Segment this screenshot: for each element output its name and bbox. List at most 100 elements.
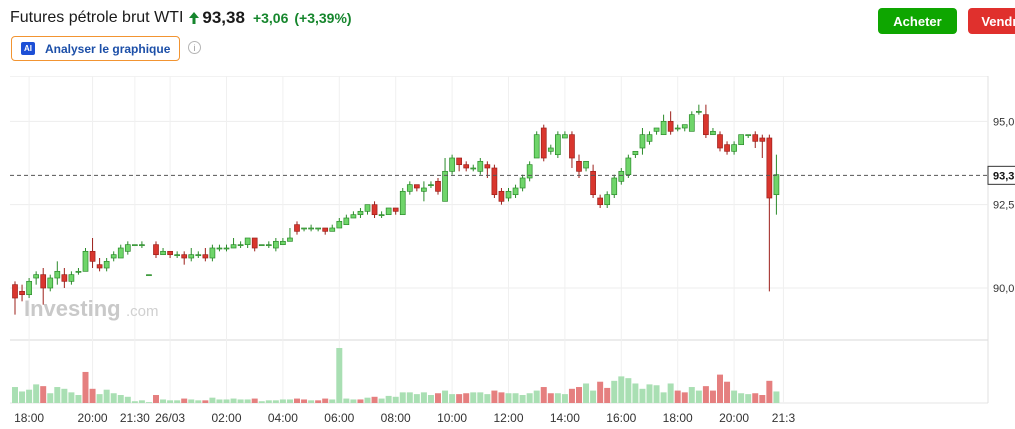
candle-body [223, 247, 230, 250]
volume-bar [745, 394, 752, 403]
volume-bar [216, 399, 223, 403]
volume-bar [583, 383, 590, 403]
price-chart[interactable]: Investing .com 95,0 92,5 90,0 18:00 20:00 21:… [0, 76, 1015, 429]
volume-bar [279, 399, 286, 403]
volume-bar [639, 388, 646, 403]
candle-body [12, 284, 18, 299]
volume-bar [491, 390, 498, 403]
volume-bar [568, 388, 575, 403]
candle-body [294, 224, 300, 232]
candle-body [329, 227, 336, 232]
candle-body [421, 187, 427, 192]
candle-body [731, 144, 737, 152]
candle-body [688, 114, 695, 132]
candle-body [414, 184, 420, 189]
volume-bar [124, 396, 131, 403]
candle-body [703, 114, 709, 136]
instrument-header: Futures pétrole brut WTI 93,38 +3,06 (+3… [10, 6, 352, 30]
candle-body [26, 280, 32, 296]
volume-bar [167, 400, 174, 403]
volume-bar [54, 387, 61, 403]
candle-body [209, 247, 216, 259]
sell-button[interactable]: Vendre [968, 8, 1015, 34]
volume-bar [759, 395, 766, 403]
volume-bar [82, 371, 89, 403]
candle-body [526, 164, 533, 179]
volume-bar [272, 400, 279, 403]
volume-bar [674, 390, 681, 403]
volume-bar [752, 393, 759, 403]
last-price-label: 93,3 [993, 170, 1014, 182]
candlestick-series [12, 104, 780, 315]
candle-body [110, 254, 117, 259]
candle-body [569, 134, 575, 159]
buy-button[interactable]: Acheter [878, 8, 957, 34]
analyze-chart-button[interactable]: AI Analyser le graphique [11, 36, 180, 61]
candle-body [759, 137, 766, 142]
candle-body [435, 180, 441, 192]
candle-body [428, 184, 434, 187]
volume-bar [371, 396, 378, 403]
x-tick-label: 12:00 [493, 411, 523, 425]
candle-body [75, 270, 82, 273]
volume-bar [343, 398, 350, 403]
volume-bar [449, 394, 456, 403]
candle-body [449, 157, 455, 172]
volume-bar [498, 392, 505, 403]
watermark-brand: Investing [24, 296, 121, 321]
candle-body [533, 134, 540, 159]
x-tick-label: 21:3 [772, 411, 796, 425]
candle-body [491, 167, 498, 196]
volume-bar [251, 398, 258, 403]
candle-body [639, 134, 646, 149]
candle-body [660, 120, 667, 136]
x-tick-label: 02:00 [211, 411, 241, 425]
volume-bar [646, 384, 653, 403]
volume-bar [336, 348, 343, 403]
volume-bar [117, 395, 124, 403]
volume-bar [188, 399, 195, 403]
candle-body [773, 174, 780, 196]
x-tick-label: 26/03 [155, 411, 185, 425]
candle-body [19, 290, 25, 296]
volume-bar [258, 401, 265, 403]
volume-bar [230, 398, 237, 403]
volume-bar [681, 392, 688, 403]
volume-bar [702, 386, 709, 403]
x-tick-label: 18:00 [14, 411, 44, 425]
volume-bar [519, 395, 526, 403]
volume-bar [413, 394, 420, 403]
volume-bar [68, 392, 75, 403]
info-icon[interactable]: i [188, 41, 201, 54]
volume-bar [604, 387, 611, 403]
volume-bar [145, 402, 152, 403]
x-tick-label: 06:00 [324, 411, 354, 425]
volume-bar [399, 392, 406, 403]
x-tick-label: 21:30 [120, 411, 150, 425]
volume-bar [26, 389, 33, 403]
volume-bar [315, 400, 322, 403]
volume-bar [420, 392, 427, 403]
volume-bar [709, 390, 716, 403]
volume-bar [33, 384, 40, 403]
watermark-suffix: .com [126, 303, 159, 320]
candle-body [505, 190, 512, 199]
x-tick-label: 18:00 [663, 411, 693, 425]
candle-body [681, 124, 688, 129]
x-tick-label: 08:00 [381, 411, 411, 425]
volume-bar [195, 400, 202, 403]
candle-body [301, 227, 307, 230]
volume-bar [526, 393, 533, 403]
candle-body [216, 247, 223, 250]
candle-body [40, 274, 47, 289]
volume-bar [40, 386, 47, 403]
candle-body [357, 210, 364, 216]
volume-bar [103, 389, 110, 403]
volume-bar [286, 399, 293, 403]
candle-body [160, 250, 166, 256]
candle-body [674, 127, 681, 130]
ai-icon: AI [21, 42, 35, 55]
candle-body [653, 127, 660, 132]
volume-bar [632, 383, 639, 403]
candle-body [280, 240, 286, 246]
